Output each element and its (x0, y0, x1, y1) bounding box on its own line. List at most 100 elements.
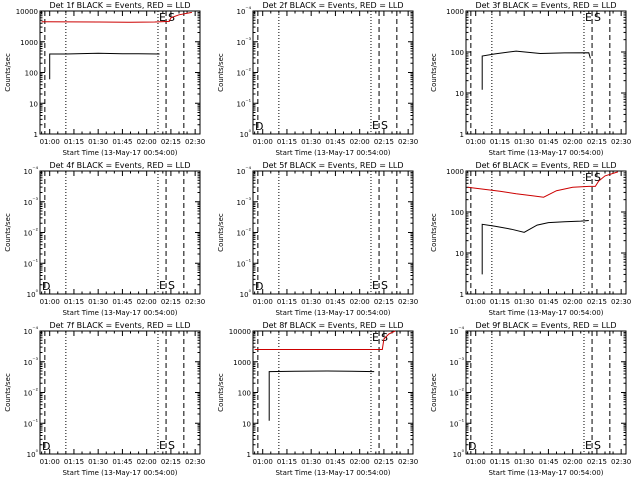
flag-e-label: E (159, 439, 166, 452)
x-tick-label: 02:15 (374, 298, 394, 306)
x-tick-label: 01:30 (514, 458, 534, 466)
x-tick-label: 01:00 (466, 458, 486, 466)
y-tick-label: 1 (247, 451, 251, 459)
flag-e-label: E (372, 279, 379, 292)
y-tick-label: 10⁰ (453, 449, 465, 459)
flag-d-label: D (42, 280, 50, 293)
x-tick-label: 01:15 (490, 458, 510, 466)
chart-title: Det 9f BLACK = Events, RED = LLD (475, 321, 616, 330)
y-tick-label: 10 (29, 100, 38, 108)
x-tick-label: 02:15 (587, 458, 607, 466)
y-tick-label: 1 (34, 131, 38, 139)
x-axis-label: Start Time (13-May-17 00:54:00) (488, 309, 603, 317)
x-tick-label: 02:00 (350, 138, 370, 146)
plot-frame (39, 330, 201, 455)
plot-frame (252, 10, 414, 135)
x-tick-label: 01:15 (490, 138, 510, 146)
y-axis-label: Counts/sec (430, 213, 438, 252)
y-tick-label: 1000 (20, 39, 38, 47)
y-tick-label: 10⁻⁴ (450, 326, 465, 336)
x-tick-label: 02:15 (161, 458, 181, 466)
y-tick-label: 10⁻³ (24, 357, 39, 367)
x-axis-label: Start Time (13-May-17 00:54:00) (488, 149, 603, 157)
x-tick-label: 02:00 (137, 458, 157, 466)
x-tick-label: 01:30 (88, 138, 108, 146)
y-tick-label: 10⁻² (24, 228, 39, 238)
chart-title: Det 5f BLACK = Events, RED = LLD (262, 161, 403, 170)
chart-title: Det 6f BLACK = Events, RED = LLD (475, 161, 616, 170)
lld-series-line (254, 330, 396, 350)
y-tick-label: 10⁻¹ (237, 98, 252, 108)
y-tick-label: 1 (460, 291, 464, 299)
y-tick-label: 10 (455, 90, 464, 98)
x-tick-label: 02:00 (137, 138, 157, 146)
y-tick-label: 100 (238, 390, 251, 398)
chart-panel-6: Det 6f BLACK = Events, RED = LLD 1 10 100 10… (430, 161, 631, 317)
x-tick-label: 01:00 (253, 458, 273, 466)
x-tick-label: 01:45 (538, 138, 558, 146)
x-tick-label: 01:00 (466, 298, 486, 306)
y-tick-label: 10 (455, 250, 464, 258)
y-tick-label: 10⁻² (237, 68, 252, 78)
chart-panel-2: Det 2f BLACK = Events, RED = LLD 10⁰ 10⁻¹ 1… (217, 1, 418, 157)
x-tick-label: 01:45 (112, 458, 132, 466)
chart-title: Det 1f BLACK = Events, RED = LLD (49, 1, 190, 10)
x-tick-label: 01:45 (325, 298, 345, 306)
y-axis-label: Counts/sec (217, 213, 225, 252)
x-tick-label: 01:45 (325, 138, 345, 146)
chart-title: Det 8f BLACK = Events, RED = LLD (262, 321, 403, 330)
chart-title: Det 2f BLACK = Events, RED = LLD (262, 1, 403, 10)
events-series-line (481, 220, 589, 275)
flag-s-label: S (168, 439, 175, 452)
x-tick-label: 02:30 (185, 298, 205, 306)
y-tick-label: 10⁻⁴ (237, 166, 252, 176)
flag-s-label: S (594, 171, 601, 184)
y-axis-label: Counts/sec (4, 53, 12, 92)
flag-s-label: S (381, 331, 388, 344)
x-tick-label: 01:00 (40, 138, 60, 146)
x-tick-label: 01:00 (253, 298, 273, 306)
y-tick-label: 10000 (16, 8, 38, 16)
x-tick-label: 01:30 (301, 138, 321, 146)
flag-d-label: D (255, 280, 263, 293)
x-axis-label: Start Time (13-May-17 00:54:00) (275, 149, 390, 157)
flag-e-label: E (372, 119, 379, 132)
lld-series-line (41, 11, 192, 23)
flag-e-label: E (585, 11, 592, 24)
x-axis-label: Start Time (13-May-17 00:54:00) (488, 469, 603, 477)
y-tick-label: 10⁰ (27, 289, 39, 299)
x-tick-label: 01:45 (112, 298, 132, 306)
chart-panel-7: Det 7f BLACK = Events, RED = LLD 10⁰ 10⁻¹ 1… (4, 321, 205, 477)
x-tick-label: 02:30 (185, 138, 205, 146)
x-tick-label: 01:15 (490, 298, 510, 306)
flag-e-label: E (585, 439, 592, 452)
plot-frame (465, 330, 627, 455)
flag-e-label: E (372, 331, 379, 344)
x-tick-label: 01:30 (301, 458, 321, 466)
x-tick-label: 02:00 (350, 458, 370, 466)
y-tick-label: 100 (25, 70, 38, 78)
plot-frame (39, 170, 201, 295)
x-tick-label: 02:15 (587, 138, 607, 146)
y-axis-label: Counts/sec (217, 373, 225, 412)
y-tick-label: 100 (451, 49, 464, 57)
x-tick-label: 01:15 (64, 458, 84, 466)
y-axis-label: Counts/sec (4, 213, 12, 252)
x-tick-label: 02:15 (374, 138, 394, 146)
flag-s-label: S (594, 439, 601, 452)
y-tick-label: 10⁻² (24, 388, 39, 398)
events-series-line (49, 52, 160, 80)
x-tick-label: 01:30 (514, 298, 534, 306)
lld-series-line (467, 171, 619, 198)
y-tick-label: 10⁻¹ (450, 418, 465, 428)
chart-title: Det 3f BLACK = Events, RED = LLD (475, 1, 616, 10)
x-tick-label: 02:15 (161, 138, 181, 146)
y-axis-label: Counts/sec (430, 373, 438, 412)
flag-d-label: D (42, 440, 50, 453)
x-tick-label: 01:45 (325, 458, 345, 466)
x-tick-label: 01:15 (64, 138, 84, 146)
y-tick-label: 10⁻² (450, 388, 465, 398)
flag-e-label: E (159, 279, 166, 292)
x-tick-label: 02:30 (398, 138, 418, 146)
